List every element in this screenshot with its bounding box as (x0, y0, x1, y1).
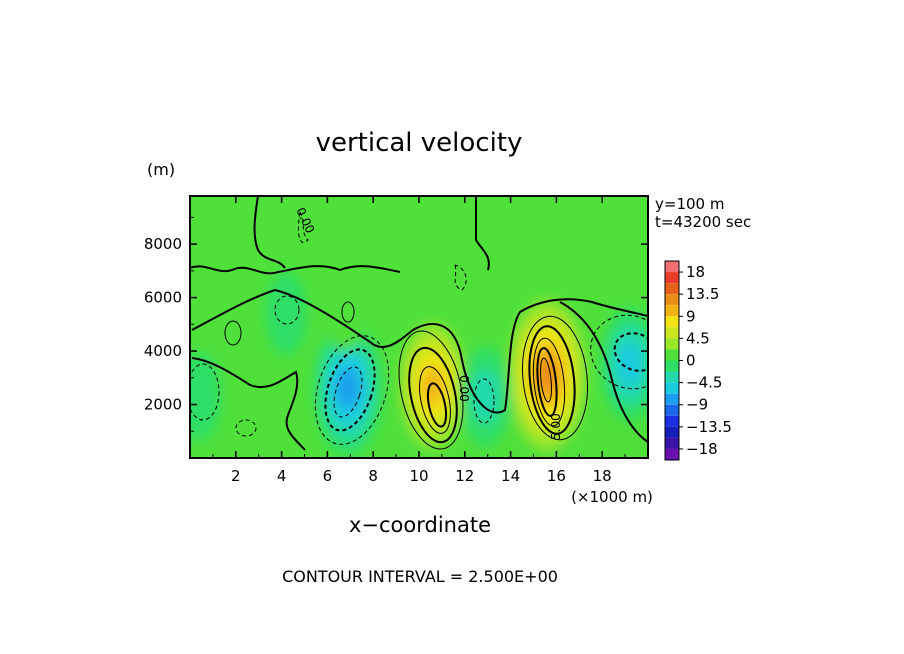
contour-negative-2.5 (235, 419, 257, 437)
field-blobs (190, 269, 648, 458)
x-tick-label: 4 (277, 467, 287, 485)
colorbar-tick-label: 13.5 (686, 285, 719, 303)
colorbar-tick-label: −4.5 (686, 374, 722, 392)
contour-negative-2.5 (454, 264, 467, 291)
contour-zero (190, 265, 401, 275)
colorbar-tick-label: 4.5 (686, 329, 710, 347)
annotation-t: t=43200 sec (655, 213, 751, 231)
contour-interval: CONTOUR INTERVAL = 2.500E+00 (282, 567, 558, 586)
colorbar-bin (665, 338, 679, 350)
contour-zero (475, 196, 490, 271)
x-axis-label: x−coordinate (349, 513, 491, 537)
contour-positive-2.5 (398, 330, 464, 450)
field-blob (336, 368, 360, 409)
contour-positive-7.5 (532, 337, 566, 427)
x-tick-label: 18 (593, 467, 612, 485)
contour-positive-10 (426, 382, 448, 428)
contour-negative-7.5 (333, 366, 363, 418)
plot-area: 0.00 0.00 5.00 2 4 6 8 10 12 14 16 18 2000400060… (144, 195, 649, 485)
colorbar-bin (665, 316, 679, 328)
contour-positive-2.5 (224, 320, 242, 346)
chart-title: vertical velocity (316, 128, 523, 158)
contour-positive-7.5 (419, 366, 451, 434)
colorbar-bin (665, 448, 679, 460)
x-tick-label: 12 (455, 467, 474, 485)
colorbar-tick-label: −18 (686, 440, 718, 458)
colorbar-tick-label: 18 (686, 263, 705, 281)
field-blob (210, 293, 252, 377)
contour-negative-5 (613, 332, 648, 372)
colorbar-bin (665, 261, 679, 273)
x-tick-label: 2 (231, 467, 241, 485)
x-tick-label: 8 (368, 467, 378, 485)
y-tick-label: 6000 (144, 289, 182, 307)
y-tick-label: 8000 (144, 235, 182, 253)
colorbar-bin (665, 294, 679, 306)
colorbar-tick-label: 0 (686, 352, 696, 370)
colorbar-bin (665, 393, 679, 405)
colorbar-bin (665, 272, 679, 284)
colorbar-bin (665, 349, 679, 361)
contour-negative-2.5 (473, 378, 495, 424)
field-blob (265, 271, 307, 356)
x-tick-label: 14 (501, 467, 520, 485)
y-axis-unit: (m) (147, 160, 175, 179)
y-tick-label: 2000 (144, 396, 182, 414)
field-blob (325, 269, 367, 353)
contour-zero (191, 288, 648, 414)
colorbar-bin (665, 437, 679, 449)
contour-negative-5 (324, 348, 376, 432)
contour-label: 5.00 (549, 413, 563, 440)
contour-negative-2.5 (190, 363, 220, 421)
colorbar-tick-label: 9 (686, 307, 696, 325)
colorbar-bin (665, 415, 679, 427)
contour-negative-2.5 (590, 314, 648, 390)
annotation-y: y=100 m (655, 195, 724, 213)
colorbar: 18 13.5 9 4.5 0 −4.5 −9 −13.5 −18 (664, 260, 732, 461)
colorbar-bin (665, 404, 679, 416)
contour-zero (559, 301, 648, 443)
colorbar-bin (665, 327, 679, 339)
contour-positive-2.5 (341, 301, 355, 323)
contour-positive-10 (536, 347, 558, 417)
contour-positive-5 (408, 346, 458, 444)
colorbar-tick-label: −9 (686, 396, 708, 414)
contour-negative-2.5 (297, 211, 309, 243)
y-ticks: 2000 4000 6000 8000 (144, 216, 648, 432)
contour-zero (253, 196, 286, 269)
colorbar-bin (665, 305, 679, 317)
contour-negative-2.5 (314, 335, 390, 445)
colorbar-tick-label: −13.5 (686, 418, 732, 436)
field-blob (190, 352, 222, 441)
x-ticks: 2 4 6 8 10 12 14 16 18 (212, 196, 626, 485)
contour-positive-12.5 (540, 357, 552, 403)
contour-positive-2.5 (522, 315, 588, 441)
x-tick-label: 6 (323, 467, 333, 485)
colorbar-bin (665, 360, 679, 372)
field-blob (421, 367, 444, 405)
x-axis-unit: (×1000 m) (571, 488, 653, 506)
contour-lines (190, 196, 648, 451)
colorbar-bin (665, 382, 679, 394)
contour-label: 0.00 (457, 375, 471, 402)
y-tick-label: 4000 (144, 342, 182, 360)
contour-positive-5 (528, 325, 576, 435)
colorbar-bin (665, 371, 679, 383)
colorbar-bin (665, 426, 679, 438)
x-tick-label: 16 (547, 467, 566, 485)
contour-negative-2.5 (274, 295, 300, 325)
field-blob (617, 342, 642, 387)
x-tick-label: 10 (409, 467, 428, 485)
colorbar-bin (665, 283, 679, 295)
contour-zero (191, 357, 306, 451)
